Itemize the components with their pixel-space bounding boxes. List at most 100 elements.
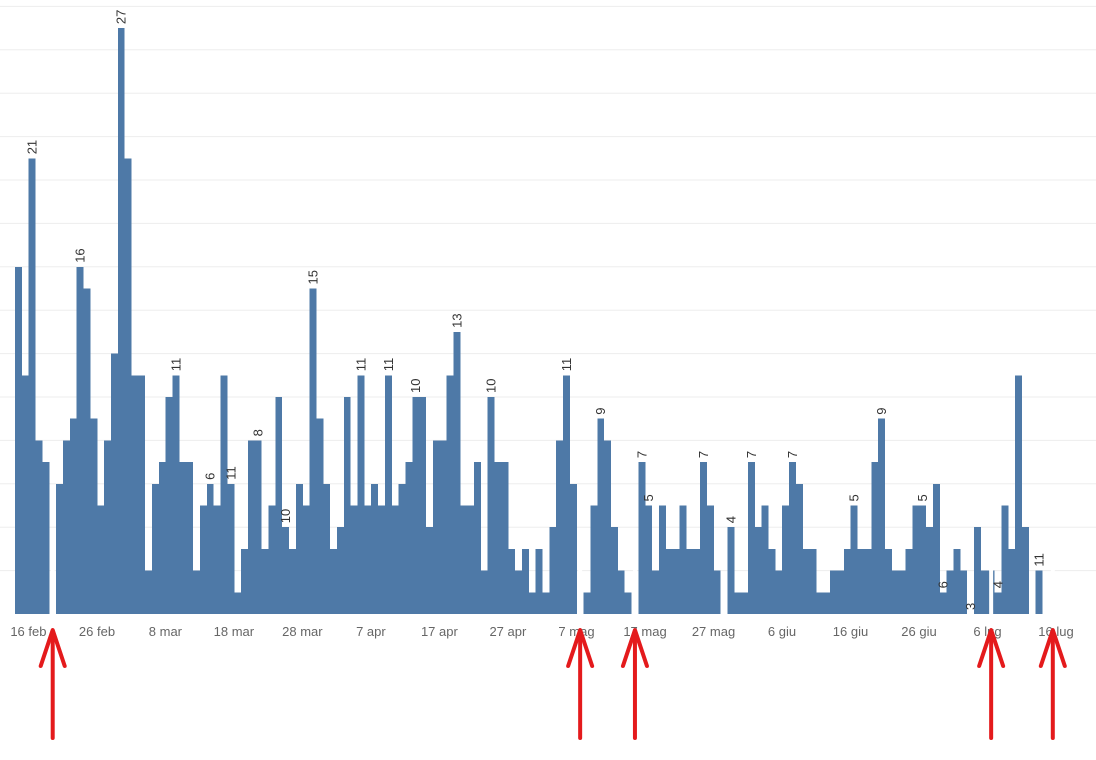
bar	[371, 483, 379, 614]
bar	[556, 440, 564, 614]
data-label: 9	[593, 407, 608, 414]
x-tick-label: 7 mag	[558, 624, 594, 639]
bar	[62, 440, 70, 614]
bar	[357, 375, 365, 614]
bar	[206, 483, 214, 614]
data-label: 5	[915, 494, 930, 501]
data-label: 21	[25, 140, 40, 154]
bar	[350, 505, 358, 614]
data-label: 11	[1032, 553, 1047, 567]
bar	[21, 375, 29, 614]
bar	[261, 548, 269, 614]
bar	[706, 505, 714, 614]
bar	[795, 483, 803, 614]
bar	[158, 462, 166, 614]
bar	[295, 483, 303, 614]
bar	[28, 158, 36, 615]
bar	[782, 505, 790, 614]
bar	[713, 570, 721, 614]
bar	[597, 418, 605, 614]
x-axis-ticks: 16 feb 26 feb 8 mar 18 mar 28 mar 7 apr 17 apr…	[10, 624, 1073, 639]
bar	[919, 505, 927, 614]
x-tick-label: 16 feb	[10, 624, 46, 639]
data-label: 11	[559, 358, 574, 372]
bar	[857, 548, 865, 614]
data-label: 11	[381, 358, 396, 372]
bar	[193, 570, 200, 614]
bar	[254, 440, 262, 614]
bar	[117, 28, 125, 615]
bar	[658, 505, 666, 614]
bar	[439, 440, 447, 614]
bar	[391, 505, 399, 614]
data-label: 6	[203, 473, 218, 480]
bars	[15, 28, 1043, 615]
bar	[693, 548, 701, 614]
bar	[131, 375, 139, 614]
bar	[247, 440, 255, 614]
data-label: 5	[847, 494, 862, 501]
bar	[220, 375, 228, 614]
bar	[179, 462, 187, 614]
bar	[569, 483, 577, 614]
bar	[912, 505, 920, 614]
bar	[364, 505, 372, 614]
bar	[316, 418, 324, 614]
bar	[974, 527, 981, 614]
bar	[35, 440, 43, 614]
bar	[850, 505, 858, 614]
bar	[487, 397, 495, 614]
annotation-arrow-head	[977, 628, 1006, 668]
bar	[76, 266, 84, 614]
bar	[549, 527, 557, 614]
bar	[761, 505, 769, 614]
bar	[213, 505, 221, 614]
bar	[953, 548, 961, 614]
bar	[638, 462, 646, 614]
bar	[186, 462, 194, 614]
bar	[768, 548, 776, 614]
bar	[700, 462, 707, 614]
bar	[42, 462, 50, 614]
bar	[234, 592, 242, 614]
x-tick-label: 27 apr	[489, 624, 527, 639]
bar	[891, 570, 899, 614]
x-tick-label: 17 mag	[623, 624, 666, 639]
bar	[617, 570, 625, 614]
x-tick-label: 18 mar	[214, 624, 255, 639]
bar	[336, 527, 344, 614]
bar	[878, 418, 885, 614]
annotation-arrow-head	[566, 628, 595, 668]
bar	[939, 592, 947, 614]
bar	[480, 570, 488, 614]
bar	[563, 375, 570, 614]
bar	[56, 483, 63, 614]
bar	[747, 462, 755, 614]
data-label: 5	[641, 494, 656, 501]
bar	[583, 592, 591, 614]
bar	[864, 548, 872, 614]
bar	[775, 570, 783, 614]
bar	[412, 397, 420, 614]
annotation-arrow-head	[1038, 628, 1067, 668]
data-label: 13	[449, 313, 464, 327]
bar	[145, 570, 153, 614]
data-label: 11	[169, 358, 184, 372]
bar	[652, 570, 659, 614]
bar	[268, 505, 276, 614]
bar	[241, 548, 248, 614]
bar	[830, 570, 838, 614]
bar	[494, 462, 502, 614]
bar	[741, 592, 748, 614]
data-labels: 21 16 27 11 6 11 8 10 15 11 11 10 13 10 11 9 7 5 7 4 7 7 5 9 5 6 3…	[25, 10, 1047, 610]
bar	[282, 527, 290, 614]
data-label: 11	[353, 358, 368, 372]
bar	[90, 418, 98, 614]
bar	[378, 505, 385, 614]
bar	[521, 548, 529, 614]
bar	[289, 548, 296, 614]
bar	[994, 592, 1002, 614]
bar	[227, 483, 235, 614]
data-label: 27	[114, 10, 129, 24]
